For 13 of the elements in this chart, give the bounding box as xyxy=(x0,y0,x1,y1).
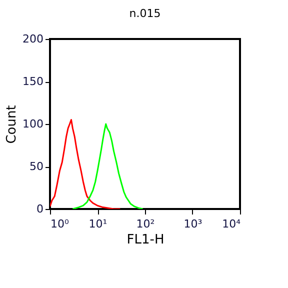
y-tick-label: 100 xyxy=(22,118,44,130)
y-tick-label: 0 xyxy=(36,202,44,216)
x-tick-label: 10⁰ xyxy=(50,218,70,230)
x-tick-label: 10³ xyxy=(184,218,202,230)
chart-title: n.015 xyxy=(129,7,161,20)
x-tick-label: 10⁴ xyxy=(222,218,242,230)
x-axis-title: FL1-H xyxy=(126,232,164,248)
y-tick-label: 150 xyxy=(22,75,44,88)
y-tick-label: 200 xyxy=(22,32,44,46)
y-axis-title: Count xyxy=(4,105,20,144)
x-tick-label: 10² xyxy=(136,218,155,230)
y-tick-label: 50 xyxy=(30,160,44,173)
x-tick-label: 10¹ xyxy=(88,218,108,230)
